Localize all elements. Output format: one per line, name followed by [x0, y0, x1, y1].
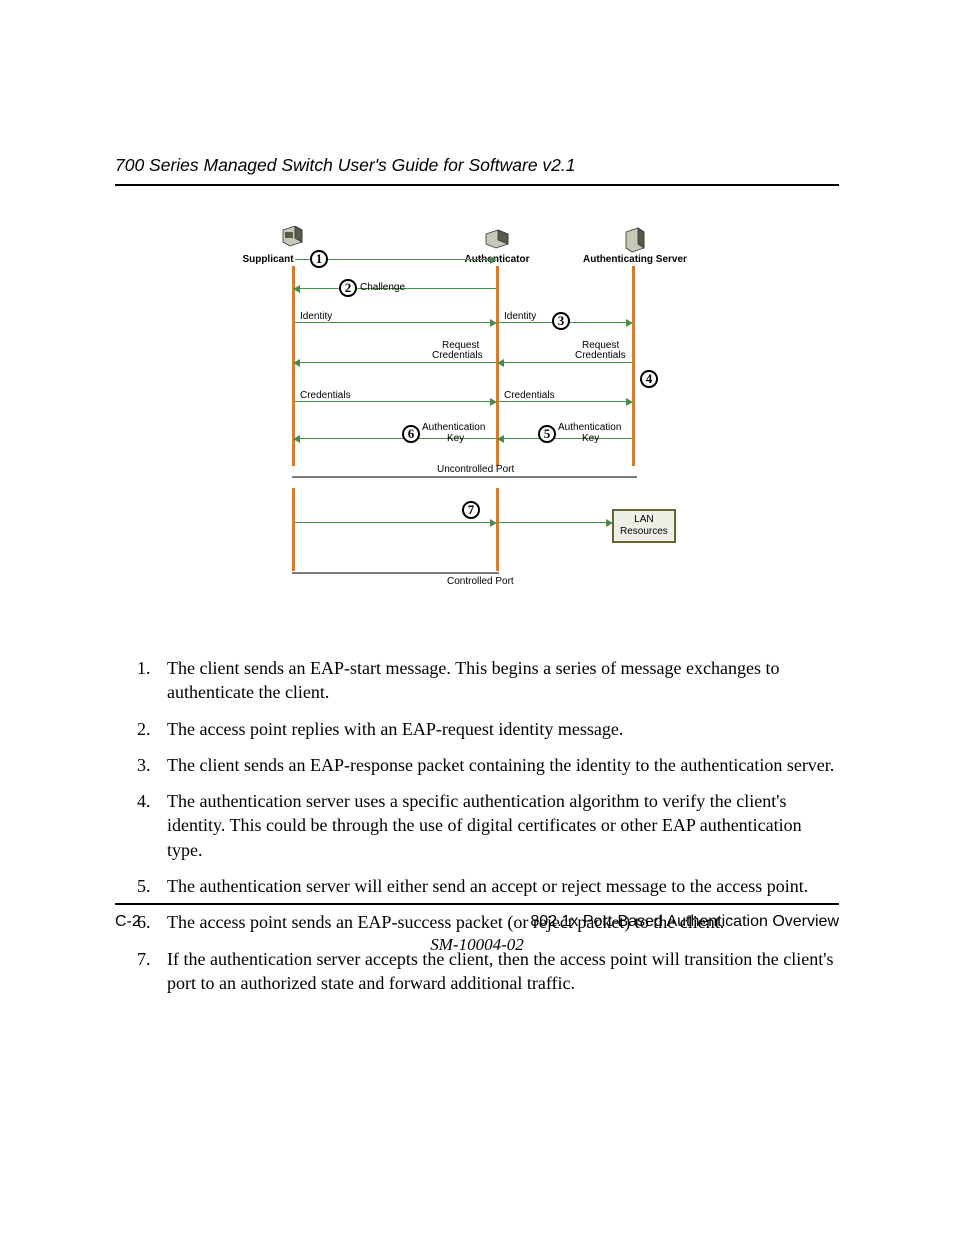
- page-footer: C-2 802.1x Port-Based Authentication Ove…: [115, 903, 839, 955]
- credentials-right-label: Credentials: [504, 390, 555, 401]
- reqcred-right-l2: Credentials: [575, 350, 626, 361]
- lan-l1: LAN: [634, 514, 653, 525]
- authkey-left-l1: Authentication: [422, 422, 485, 433]
- list-item: The authentication server uses a specifi…: [155, 789, 839, 862]
- section-title: 802.1x Port-Based Authentication Overvie…: [530, 913, 839, 931]
- arrow-4b: [504, 362, 632, 363]
- supplicant-label: Supplicant: [239, 254, 297, 265]
- arrow-3a-head: [490, 319, 497, 327]
- step-circle-7: 7: [462, 501, 480, 519]
- arrow-4b-head: [497, 359, 504, 367]
- authkey-right-l1: Authentication: [558, 422, 621, 433]
- page-number: C-2: [115, 913, 141, 931]
- arrow-4a: [300, 362, 496, 363]
- arrow-cred-b: [499, 401, 627, 402]
- step-circle-5: 5: [538, 425, 556, 443]
- page-content: 700 Series Managed Switch User's Guide f…: [0, 0, 954, 1080]
- authenticator-icon: [484, 226, 510, 250]
- authenticator-lifeline-bot: [496, 488, 499, 571]
- uncontrolled-port-line: [292, 476, 637, 478]
- arrow-cred-a: [295, 401, 490, 402]
- arrow-key-a-head: [293, 435, 300, 443]
- server-label: Authenticating Server: [575, 254, 695, 265]
- arrow-7b: [499, 522, 607, 523]
- arrow-3a: [295, 322, 490, 323]
- arrow-7a-head: [490, 519, 497, 527]
- server-icon: [620, 226, 646, 253]
- auth-sequence-diagram: Supplicant Authenticator Authenticating …: [262, 226, 692, 596]
- controlled-port-label: Controlled Port: [447, 576, 514, 587]
- supplicant-lifeline-bot: [292, 488, 295, 571]
- uncontrolled-port-label: Uncontrolled Port: [437, 464, 514, 475]
- arrow-2-head: [293, 285, 300, 293]
- footer-row: C-2 802.1x Port-Based Authentication Ove…: [115, 913, 839, 931]
- doc-id: SM-10004-02: [115, 935, 839, 955]
- header-title: 700 Series Managed Switch User's Guide f…: [115, 155, 839, 176]
- footer-rule: [115, 903, 839, 905]
- list-item: The access point replies with an EAP-req…: [155, 717, 839, 741]
- step-circle-1: 1: [310, 250, 328, 268]
- list-item: The authentication server will either se…: [155, 874, 839, 898]
- controlled-port-line: [292, 572, 499, 574]
- challenge-label: Challenge: [360, 282, 405, 293]
- reqcred-left-l2: Credentials: [432, 350, 483, 361]
- arrow-7a: [295, 522, 490, 523]
- authkey-left-l2: Key: [447, 433, 464, 444]
- lan-resources-box: LAN Resources: [612, 509, 676, 543]
- server-lifeline: [632, 266, 635, 466]
- list-item: The client sends an EAP-start message. T…: [155, 656, 839, 705]
- header-rule: [115, 184, 839, 186]
- arrow-key-a: [300, 438, 496, 439]
- identity-left-label: Identity: [300, 311, 332, 322]
- arrow-cred-a-head: [490, 398, 497, 406]
- step-circle-6: 6: [402, 425, 420, 443]
- arrow-3b-head: [626, 319, 633, 327]
- lan-l2: Resources: [620, 526, 668, 537]
- arrow-4a-head: [293, 359, 300, 367]
- step-circle-2: 2: [339, 279, 357, 297]
- identity-right-label: Identity: [504, 311, 536, 322]
- arrow-cred-b-head: [626, 398, 633, 406]
- step-circle-3: 3: [552, 312, 570, 330]
- supplicant-icon: [280, 226, 306, 250]
- step-circle-4: 4: [640, 370, 658, 388]
- arrow-1-head: [490, 256, 497, 264]
- credentials-left-label: Credentials: [300, 390, 351, 401]
- list-item: The client sends an EAP-response packet …: [155, 753, 839, 777]
- authkey-right-l2: Key: [582, 433, 599, 444]
- arrow-key-b: [504, 438, 632, 439]
- arrow-key-b-head: [497, 435, 504, 443]
